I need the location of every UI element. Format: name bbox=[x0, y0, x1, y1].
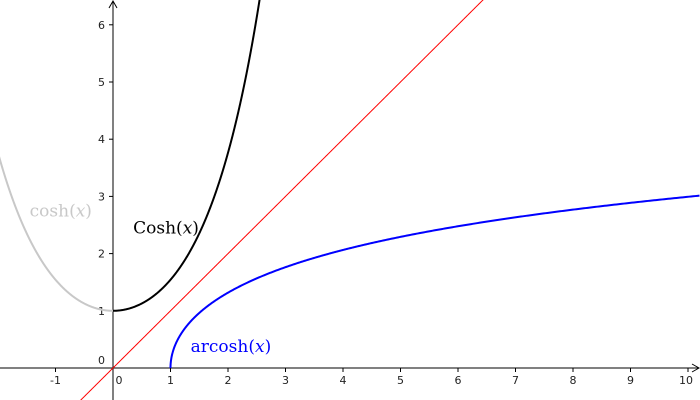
x-tick-label: 2 bbox=[225, 374, 232, 387]
x-tick-label: 10 bbox=[679, 374, 693, 387]
y-tick-label: 2 bbox=[98, 248, 105, 261]
x-tick-label: 7 bbox=[512, 374, 519, 387]
x-tick-label: -1 bbox=[50, 374, 61, 387]
series-label-arcosh-x: arcosh(x) bbox=[191, 337, 272, 357]
series-label-cosh-x: Cosh(x) bbox=[133, 219, 199, 239]
y-tick-label: 3 bbox=[98, 190, 105, 203]
y-tick-label: 6 bbox=[98, 19, 105, 32]
y-tick-label: 0 bbox=[98, 354, 105, 367]
series-cosh-x bbox=[0, 153, 113, 311]
y-tick-label: 1 bbox=[98, 305, 105, 318]
x-tick-label: 5 bbox=[397, 374, 404, 387]
x-tick-label: 9 bbox=[627, 374, 634, 387]
x-tick-label: 6 bbox=[455, 374, 462, 387]
tick-labels: -1 0 1 2 3 4 5 6 7 8 9 10 0 1 2 3 4 5 6 bbox=[50, 19, 693, 387]
x-tick-label: 1 bbox=[167, 374, 174, 387]
x-tick-label: 4 bbox=[340, 374, 347, 387]
y-tick-label: 4 bbox=[98, 133, 105, 146]
curve-labels: cosh(x) Cosh(x) arcosh(x) bbox=[30, 201, 272, 357]
series-label-cosh-x: cosh(x) bbox=[30, 201, 92, 221]
series-y-x bbox=[79, 0, 493, 400]
x-tick-label: 0 bbox=[116, 374, 123, 387]
x-tick-label: 3 bbox=[282, 374, 289, 387]
x-tick-label: 8 bbox=[570, 374, 577, 387]
y-tick-label: 5 bbox=[98, 76, 105, 89]
series-cosh-x bbox=[113, 0, 260, 311]
